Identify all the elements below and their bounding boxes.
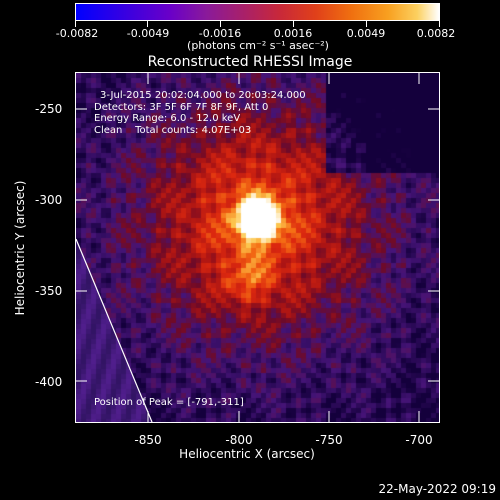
annotation-time-range: 3-Jul-2015 20:02:04.000 to 20:03:24.000 [100, 90, 306, 101]
solar-limb-overlay [76, 238, 153, 422]
y-axis-label: Heliocentric Y (arcsec) [13, 180, 27, 316]
colorbar-tick [220, 21, 221, 27]
y-tick-label: -350 [35, 284, 63, 298]
colorbar-tick-label: 0.0016 [273, 27, 313, 40]
colorbar-tick-label: -0.0049 [126, 27, 170, 40]
colorbar-units: (photons cm⁻² s⁻¹ asec⁻²) [187, 39, 329, 52]
colorbar-tick [366, 21, 367, 27]
image-plot-area: 3-Jul-2015 20:02:04.000 to 20:03:24.000 … [75, 72, 440, 423]
date-stamp: 22-May-2022 09:19 [378, 482, 496, 496]
y-tick-label: -400 [35, 375, 63, 389]
annotation-algorithm-counts: Clean Total counts: 4.07E+03 [94, 124, 252, 136]
x-tick-label: -800 [225, 433, 253, 447]
colorbar-tick-label: 0.0049 [346, 27, 386, 40]
annotation-energy-range: Energy Range: 6.0 - 12.0 keV [94, 113, 241, 124]
image-annotation: 3-Jul-2015 20:02:04.000 to 20:03:24.000 … [94, 90, 306, 136]
x-tick-label: -700 [405, 433, 433, 447]
y-tick-label: -250 [35, 102, 63, 116]
axis-ticks [76, 73, 439, 422]
x-tick-label: -750 [315, 433, 343, 447]
colorbar-tick [293, 21, 294, 27]
solar-limb-line [76, 238, 153, 422]
colorbar-tick [75, 21, 76, 27]
colorbar-ticks [75, 21, 440, 27]
x-tick-label: -850 [134, 433, 162, 447]
colorbar-tick [147, 21, 148, 27]
x-axis-label: Heliocentric X (arcsec) [179, 447, 315, 461]
colorbar-tick-label: 0.0082 [416, 27, 456, 40]
colorbar-tick [439, 21, 440, 27]
y-tick-label: -300 [35, 193, 63, 207]
colorbar-tick-label: -0.0082 [55, 27, 99, 40]
colorbar-tick-label: -0.0016 [198, 27, 242, 40]
plot-title: Reconstructed RHESSI Image [147, 54, 353, 70]
peak-position-label: Position of Peak = [-791,-311] [94, 397, 244, 408]
colorbar [75, 3, 440, 21]
annotation-detectors: Detectors: 3F 5F 6F 7F 8F 9F, Att 0 [94, 101, 269, 113]
image-map [76, 73, 439, 422]
